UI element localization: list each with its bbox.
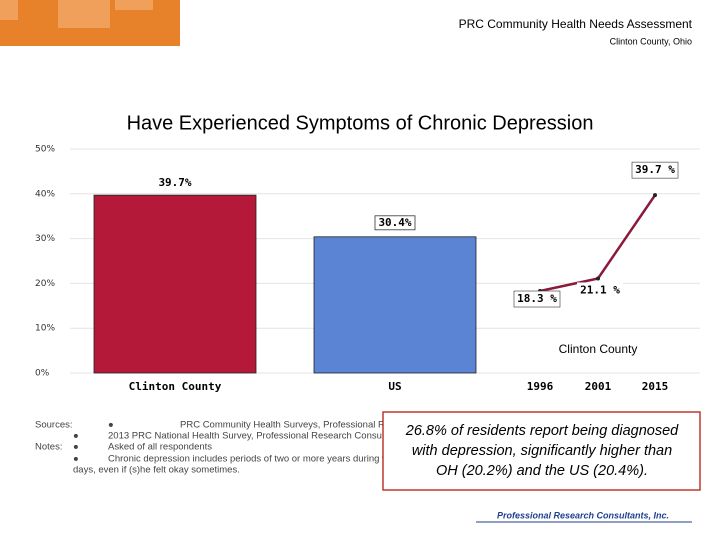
bullet: ● xyxy=(73,442,79,453)
x-tick-label: 2015 xyxy=(642,380,669,393)
bar xyxy=(93,194,257,374)
callout-line: OH (20.2%) and the US (20.4%). xyxy=(436,463,648,479)
note-item: Chronic depression includes periods of t… xyxy=(108,454,601,465)
x-tick-label: 1996 xyxy=(527,380,554,393)
bullet: ● xyxy=(73,431,79,442)
point xyxy=(653,193,657,198)
y-tick-label: 30% xyxy=(35,234,55,244)
y-tick-label: 40% xyxy=(35,189,55,199)
y-tick-label: 10% xyxy=(35,324,55,334)
point xyxy=(596,276,600,281)
sources-label: Sources: xyxy=(35,420,73,431)
value-label: 18.3 % xyxy=(517,292,557,305)
header-square xyxy=(58,0,110,28)
callout-box xyxy=(382,411,701,491)
header-subtitle: Clinton County, Ohio xyxy=(610,36,692,46)
x-tick-label: US xyxy=(388,380,401,393)
header-title: PRC Community Health Needs Assessment xyxy=(459,17,693,31)
callout-line: 26.8% of residents report being diagnose… xyxy=(405,423,679,439)
note-item: Asked of all respondents xyxy=(108,442,212,453)
value-label: 39.7% xyxy=(158,176,191,189)
chart-title: Have Experienced Symptoms of Chronic Dep… xyxy=(127,112,594,134)
legend-label: Clinton County xyxy=(559,342,638,356)
bar xyxy=(313,236,477,374)
x-tick-label: 2001 xyxy=(585,380,612,393)
header-square xyxy=(115,0,153,10)
value-label: 39.7 % xyxy=(635,163,675,176)
source-item: 2013 PRC National Health Survey, Profess… xyxy=(108,431,425,442)
source-item: PRC Community Health Surveys, Profession… xyxy=(180,420,492,431)
value-label: 30.4% xyxy=(378,216,411,229)
header-square xyxy=(0,0,18,20)
note-item: days, even if (s)he felt okay sometimes. xyxy=(73,465,240,476)
value-label-box xyxy=(631,161,679,179)
value-label: 21.1 % xyxy=(580,283,620,296)
bullet: ● xyxy=(108,420,114,431)
notes-label: Notes: xyxy=(35,442,62,453)
value-label-box xyxy=(577,282,623,299)
value-label-box xyxy=(374,215,416,231)
callout-line: with depression, significantly higher th… xyxy=(412,443,672,459)
logo: Professional Research Consultants, Inc. xyxy=(497,510,669,520)
x-tick-label: Clinton County xyxy=(129,380,222,393)
value-label-box xyxy=(513,290,561,308)
y-tick-label: 0% xyxy=(35,369,50,379)
y-tick-label: 50% xyxy=(35,145,55,155)
bullet: ● xyxy=(73,454,79,465)
y-tick-label: 20% xyxy=(35,279,55,289)
